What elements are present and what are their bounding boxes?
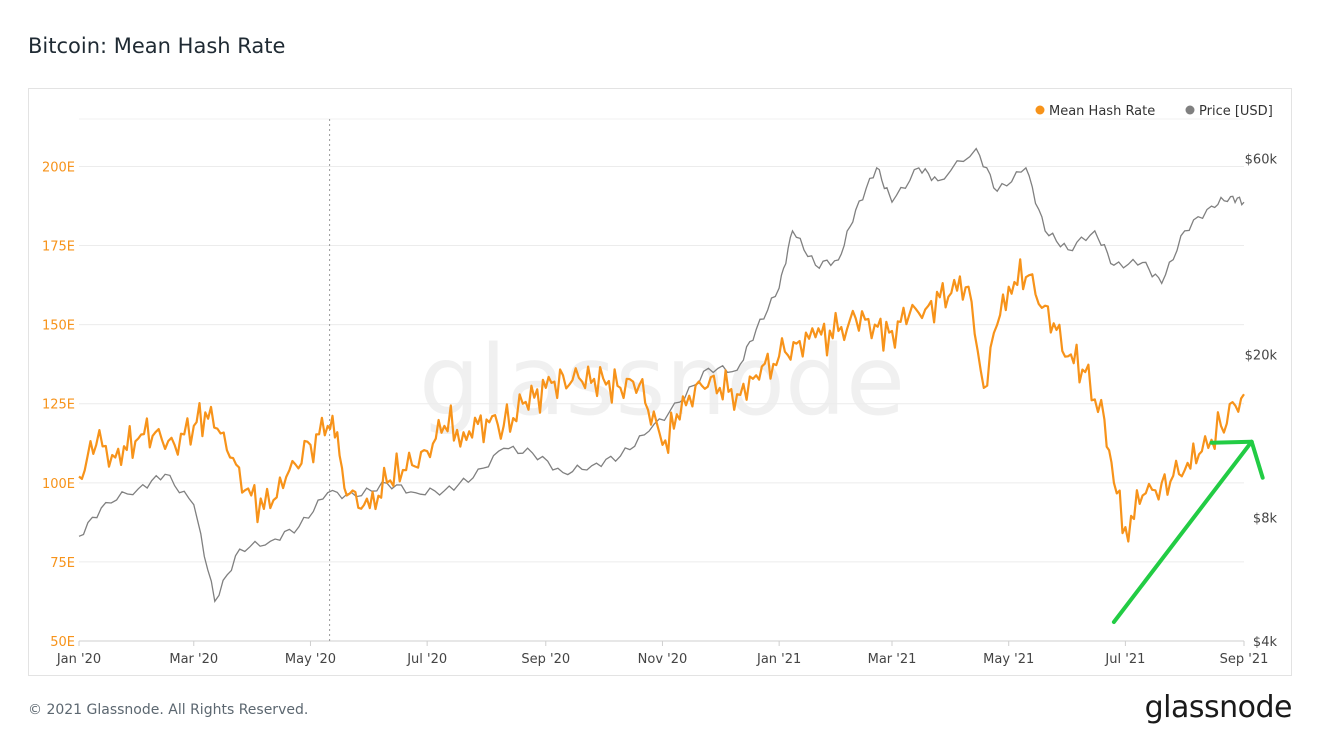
y-left-tick-label: 50E — [50, 635, 75, 650]
chart-panel: glassnode Jan '20 Mar '20 May '20 Jul '20 Se… — [28, 88, 1292, 676]
green-arrow-annotation — [1111, 439, 1265, 625]
x-tick-label: Mar '20 — [169, 652, 218, 667]
arrow-shaft — [1111, 439, 1254, 625]
y-left-tick-label: 125E — [42, 398, 75, 413]
y-left-tick-label: 175E — [42, 240, 75, 255]
x-tick-label: Nov '20 — [638, 652, 688, 667]
y-right-tick-label: $20k — [1245, 348, 1278, 363]
watermark: glassnode — [419, 325, 905, 437]
hash-rate-chart: glassnode Jan '20 Mar '20 May '20 Jul '20 Se… — [42, 104, 1278, 667]
page-title: Bitcoin: Mean Hash Rate — [28, 34, 286, 58]
x-tick-label: Jul '21 — [1104, 652, 1145, 667]
y-left-tick-label: 200E — [42, 160, 75, 175]
x-tick-label: Jul '20 — [406, 652, 447, 667]
price-series-line — [78, 147, 1245, 603]
y-left-tick-label: 150E — [42, 319, 75, 334]
legend-label-price: Price [USD] — [1199, 104, 1273, 119]
copyright-text: © 2021 Glassnode. All Rights Reserved. — [28, 702, 309, 718]
legend-marker-price — [1185, 105, 1195, 115]
brand-logo: glassnode — [1144, 690, 1293, 725]
x-tick-label: May '21 — [983, 652, 1034, 667]
y-left-tick-label: 75E — [50, 556, 75, 571]
arrow-head — [1209, 439, 1265, 480]
hash-rate-series-line — [78, 258, 1245, 543]
x-tick-label: Mar '21 — [868, 652, 917, 667]
x-tick-label: Jan '20 — [56, 652, 101, 667]
chart-legend: Mean Hash Rate Price [USD] — [1035, 104, 1273, 119]
y-right-tick-label: $8k — [1253, 512, 1278, 527]
x-tick-label: Sep '21 — [1220, 652, 1269, 667]
legend-marker-hash-rate — [1035, 105, 1045, 115]
x-tick-label: Sep '20 — [521, 652, 570, 667]
y-right-tick-label: $4k — [1253, 635, 1278, 650]
y-right-tick-label: $60k — [1245, 153, 1278, 168]
y-left-tick-label: 100E — [42, 477, 75, 492]
x-tick-label: May '20 — [285, 652, 336, 667]
x-tick-label: Jan '21 — [756, 652, 801, 667]
legend-label-hash-rate: Mean Hash Rate — [1049, 104, 1155, 119]
